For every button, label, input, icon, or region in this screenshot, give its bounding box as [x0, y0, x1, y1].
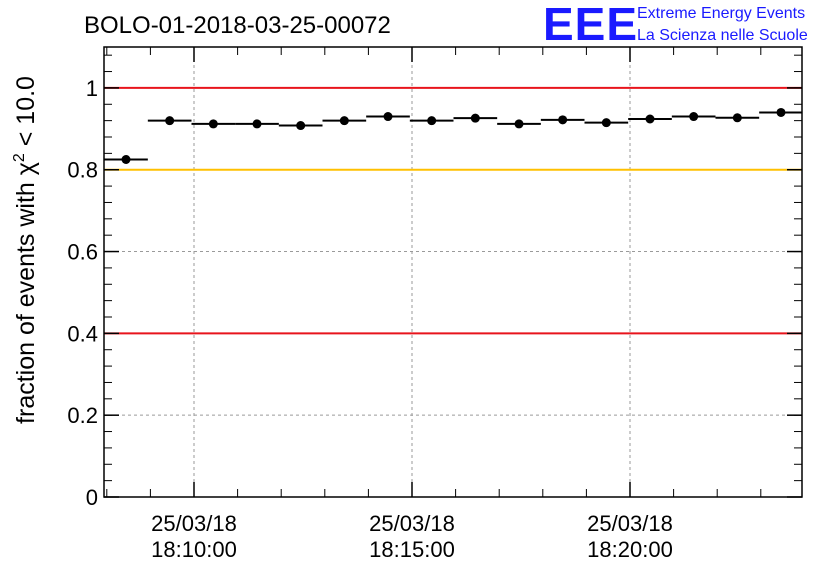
data-point	[427, 116, 437, 126]
data-point	[689, 112, 699, 122]
x-tick-label-time: 18:10:00	[151, 537, 237, 562]
data-point	[732, 113, 742, 123]
data-point	[339, 116, 349, 126]
y-tick-label: 0	[86, 485, 98, 510]
data-point	[296, 121, 306, 131]
y-axis-label: fraction of events with χ2 < 10.0	[11, 76, 40, 424]
data-point	[383, 112, 393, 122]
plot-frame	[103, 46, 803, 498]
data-point	[558, 115, 568, 125]
logo-line-2: La Scienza nelle Scuole	[637, 27, 808, 44]
data-point	[776, 107, 786, 117]
data-point	[208, 119, 218, 129]
y-tick-label: 0.8	[67, 158, 98, 183]
x-tick-label-time: 18:20:00	[587, 537, 673, 562]
chart-title: BOLO-01-2018-03-25-00072	[84, 12, 391, 39]
y-tick-label: 1	[86, 76, 98, 101]
logo-line-1: Extreme Energy Events	[637, 5, 805, 22]
data-point	[470, 113, 480, 123]
data-point	[121, 155, 131, 164]
eee-logo: EEE Extreme Energy Events La Scienza nel…	[543, 0, 808, 50]
y-tick-label: 0.2	[67, 403, 98, 428]
x-tick-label-time: 18:15:00	[369, 537, 455, 562]
x-tick-label-date: 25/03/18	[587, 511, 673, 536]
y-tick-label: 0.4	[67, 321, 98, 346]
data-point	[514, 119, 524, 129]
data-point	[601, 118, 611, 128]
logo-letters: EEE	[543, 0, 638, 50]
data-point	[252, 119, 262, 129]
x-tick-label-date: 25/03/18	[369, 511, 455, 536]
data-point	[645, 114, 655, 124]
y-tick-label: 0.6	[67, 240, 98, 265]
data-point	[165, 116, 175, 126]
x-tick-label-date: 25/03/18	[151, 511, 237, 536]
